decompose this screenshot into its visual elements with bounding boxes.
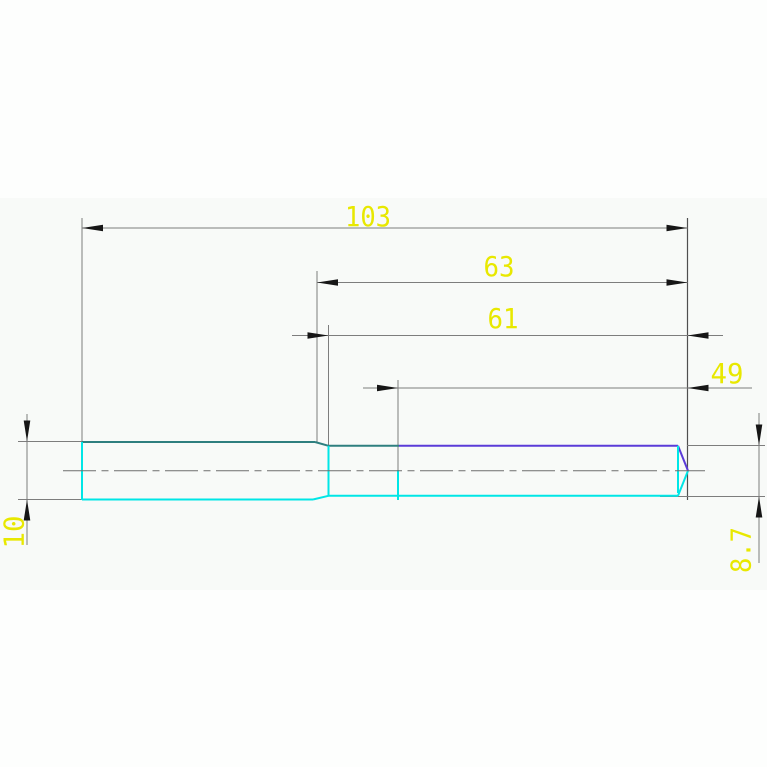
arrow-61-right [687,332,709,339]
part-tip-top-chamfer [677,445,689,472]
arrow-49-right [687,384,709,392]
arrow-61-left [307,332,329,339]
dimension-text-49: 49 [711,357,744,390]
dimension-text-87: 8.7 [725,527,758,573]
arrow-dia10-bottom [23,499,31,521]
part-taper-top [314,441,329,447]
arrow-103-right [666,224,688,232]
arrow-dia87-bottom [755,496,763,518]
arrow-103-left [82,224,103,232]
part-tip-bottom-chamfer [677,470,689,497]
arrow-dia10-top [23,420,31,442]
dimension-text-63: 63 [484,250,515,283]
viewport-band [0,198,767,590]
dimension-text-61: 61 [488,302,519,335]
part-taper-bottom [312,494,329,501]
arrow-49-left [377,384,398,392]
dimension-text-10: 10 [0,516,31,549]
dimension-text-103: 103 [345,200,391,233]
arrow-63-left [317,279,338,286]
arrow-63-right [666,279,688,286]
arrow-dia87-top [755,424,763,446]
